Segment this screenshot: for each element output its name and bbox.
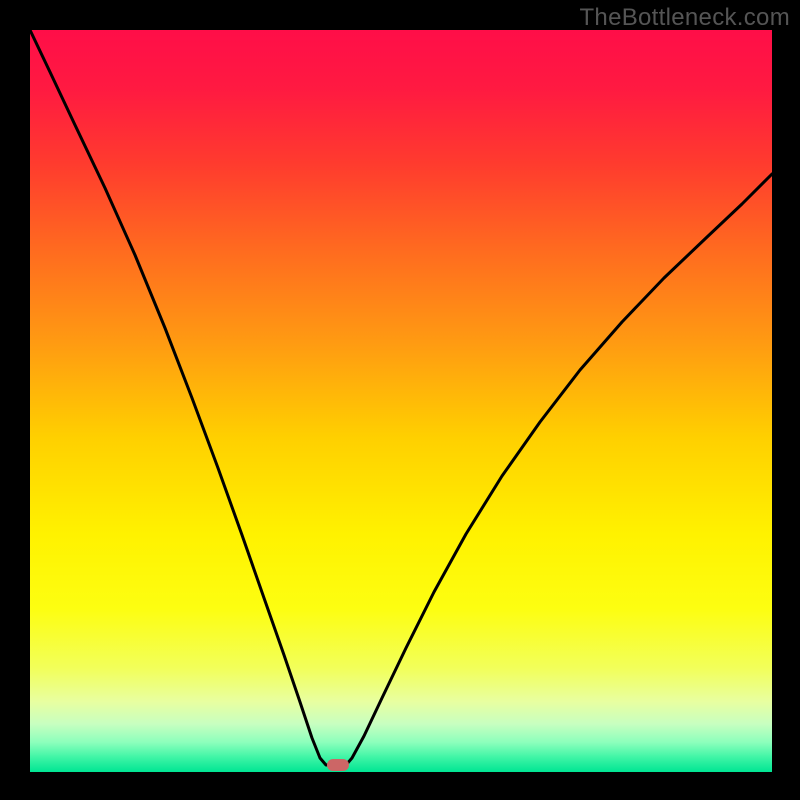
chart-plot-area [30,30,772,772]
bottleneck-curve-path [30,30,772,765]
bottleneck-curve [30,30,772,772]
optimal-point-marker [327,759,349,771]
watermark-text: TheBottleneck.com [579,4,790,32]
